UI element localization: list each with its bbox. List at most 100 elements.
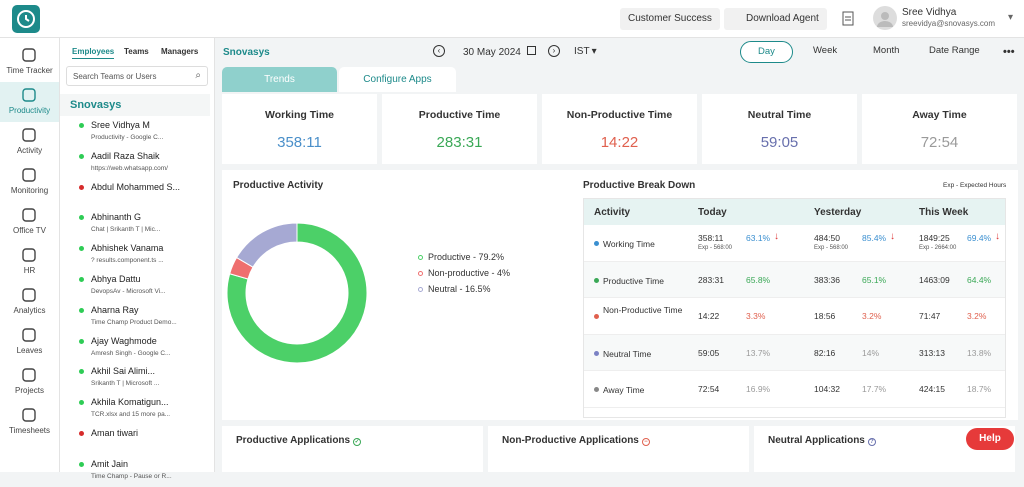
nav-item[interactable]: Leaves [0, 322, 59, 362]
download-agent-button[interactable]: Download Agent [724, 8, 827, 30]
range-option[interactable]: Month [873, 45, 900, 56]
employee-row[interactable]: Abhinanth G Chat | Srikanth T | Mic... [60, 210, 214, 240]
cell-time: 104:32 [814, 384, 840, 394]
next-date[interactable]: › [548, 45, 560, 57]
nav-icon-shape [22, 368, 36, 382]
employee-row[interactable]: Abhishek Vanama ? results.component.ts ..… [60, 241, 214, 271]
applications-title-text: Non-Productive Applications [502, 435, 639, 446]
nav-icon-shape [22, 88, 36, 102]
range-option[interactable]: Date Range [929, 45, 980, 56]
nav-icon [22, 288, 36, 302]
help-button[interactable]: Help [966, 428, 1014, 450]
table-row: Away Time 72:54 16.9% 104:32 17.7% 424:15 18.7… [584, 371, 1005, 408]
nav-label: Productivity [8, 106, 51, 115]
status-dot [79, 184, 84, 190]
nav-label: Leaves [16, 346, 43, 355]
timezone[interactable]: IST ▾ [574, 46, 597, 57]
calendar-icon[interactable] [527, 46, 536, 55]
employee-row[interactable]: Abdul Mohammed S... [60, 180, 214, 210]
column-header: This Week [919, 207, 969, 218]
cell-time: 424:15 [919, 384, 945, 394]
view-tab[interactable]: Trends [222, 67, 337, 92]
cell-percent: 63.1% [746, 233, 771, 243]
employee-row[interactable]: Aman tiwari [60, 426, 214, 456]
row-label: Away Time [603, 385, 645, 395]
range-option[interactable]: Week [813, 45, 838, 56]
search-box[interactable]: Search Teams or Users ⌕ [66, 66, 208, 86]
logo[interactable] [12, 5, 40, 33]
cell-time: 18:56 [814, 311, 836, 321]
doc-icon[interactable] [842, 11, 854, 26]
nav-icon-shape [22, 328, 36, 342]
employee-row[interactable]: Aadil Raza Shaik https://web.whatsapp.com… [60, 149, 214, 179]
card-label: Away Time [912, 109, 967, 121]
nav-item[interactable]: Timesheets [0, 402, 59, 442]
cell-time: 71:47 [919, 311, 941, 321]
date[interactable]: 30 May 2024 [463, 47, 521, 58]
view-tab-label: Trends [264, 74, 295, 85]
nav-icon [22, 88, 36, 102]
employee-name: Amit Jain [91, 458, 129, 469]
range-option[interactable]: Day [740, 41, 793, 63]
donut-segment [235, 222, 298, 268]
row-dot [594, 387, 599, 392]
nav-item[interactable]: Productivity [0, 82, 59, 122]
legend-item: Non-productive - 4% [418, 268, 510, 278]
employee-name: Abhya Dattu [91, 274, 141, 284]
dropdown-caret[interactable]: ▾ [1008, 12, 1014, 23]
applications-icon: − [641, 438, 650, 446]
view-tab[interactable]: Configure Apps [339, 67, 456, 92]
cell-percent: 3.2% [862, 311, 882, 321]
nav-item[interactable]: Analytics [0, 282, 59, 322]
applications-title-text: Productive Applications [236, 435, 351, 446]
nav-item[interactable]: Monitoring [0, 162, 59, 202]
more-menu[interactable]: ••• [1003, 46, 1015, 58]
sidebar-tab[interactable]: Employees [72, 47, 115, 59]
cell-percent: 69.4% [967, 233, 992, 243]
applications-panel: Non-Productive Applications − [488, 426, 749, 472]
employee-row[interactable]: Aharna Ray Time Champ Product Demo... [60, 303, 214, 333]
nav-item[interactable]: Projects [0, 362, 59, 402]
legend-label: Non-productive - 4% [428, 268, 511, 278]
cell-percent: 85.4% [862, 233, 887, 243]
nav-icon-shape [22, 208, 36, 222]
org-name: Snovasys [60, 94, 210, 116]
employee-name: Aadil Raza Shaik [91, 150, 160, 161]
nav-item[interactable]: Activity [0, 122, 59, 162]
avatar[interactable] [873, 6, 897, 30]
sidebar-tab[interactable]: Teams [124, 47, 149, 56]
customer-success-button[interactable]: Customer Success [620, 8, 720, 30]
nav-item[interactable]: Office TV [0, 202, 59, 242]
legend-swatch [418, 255, 423, 260]
applications-title: Neutral Applications? [768, 435, 876, 446]
legend-label: Productive - 79.2% [428, 252, 505, 262]
cell-percent: 13.7% [746, 347, 771, 358]
cell-time: 1463:09 [919, 274, 950, 285]
cell-time: 1849:25 [919, 233, 950, 243]
top-bar: Customer Success Download Agent Sree Vid… [0, 0, 1024, 38]
nav-item[interactable]: Time Tracker [0, 42, 59, 82]
nav-item[interactable]: HR [0, 242, 59, 282]
cell-trend: ↓ [890, 231, 895, 242]
applications-title: Productive Applications ✓ [236, 435, 362, 446]
employee-row[interactable]: Ajay Waghmode Amresh Singh - Google C... [60, 334, 214, 364]
employee-row[interactable]: Akhila Komatigun... TCR.xlsx and 15 more … [60, 395, 214, 425]
breakdown-title: Productive Break Down [583, 180, 696, 191]
search-placeholder: Search Teams or Users [73, 72, 157, 81]
employee-activity: Time Champ Product Demo... [91, 318, 177, 326]
nav-label: Analytics [13, 306, 46, 315]
employee-row[interactable]: Akhil Sai Alimi... Srikanth T | Microsoft… [60, 364, 214, 394]
donut-chart [226, 222, 368, 364]
employee-row[interactable]: Abhya Dattu DevopsAv - Microsoft Vi... [60, 272, 214, 302]
prev-date[interactable]: ‹ [433, 45, 445, 57]
column-header: Today [698, 207, 727, 218]
cell-expected: Exp - 568:00 [698, 245, 733, 251]
legend-swatch [418, 271, 423, 276]
legend-item: Neutral - 16.5% [418, 284, 491, 294]
cell-time: 358:11 [698, 233, 724, 243]
status-dot [79, 246, 84, 252]
employee-row[interactable]: Sree Vidhya M Productivity - Google C... [60, 118, 214, 148]
nav-icon-shape [22, 168, 36, 182]
sidebar-tab[interactable]: Managers [161, 47, 199, 56]
